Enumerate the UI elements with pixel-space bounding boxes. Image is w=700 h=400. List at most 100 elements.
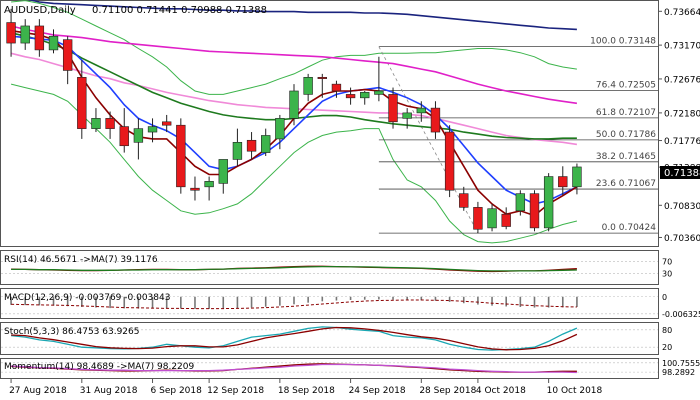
panel-frames <box>0 0 659 379</box>
fib-level-label: 76.4 0.72505 <box>596 81 656 91</box>
candle-body <box>105 118 115 129</box>
candle-body <box>444 131 455 191</box>
candle-body <box>501 213 511 227</box>
indicator-series-line <box>11 265 577 272</box>
candlesticks <box>6 8 582 234</box>
candle-body <box>459 193 469 208</box>
price-tick-label: 0.71776 <box>664 137 700 147</box>
candle-body <box>487 208 497 229</box>
y-tick-label: 70 <box>662 257 672 266</box>
candle-body <box>543 176 554 229</box>
candle-body <box>374 90 384 95</box>
candle-body <box>303 76 313 95</box>
candle-body <box>275 118 285 140</box>
x-tick-label: 28 Sep 2018 <box>419 386 476 396</box>
y-tick-label: -0.006325 <box>662 310 700 319</box>
candle-body <box>48 35 59 51</box>
y-tick-label: 100.7555 <box>662 359 700 368</box>
fib-level-label: 0.0 0.70424 <box>602 223 657 233</box>
fib-level-label: 50.0 0.71786 <box>596 130 656 140</box>
indicator-series-line <box>11 326 578 351</box>
candle-body <box>473 207 483 230</box>
chart-title: AUDUSD,Daily <box>4 5 76 16</box>
price-tick-label: 0.73664 <box>664 8 700 18</box>
ohlc-readout: 0.71100 0.71441 0.70988 0.71388 <box>92 5 267 16</box>
candle-body <box>119 126 129 147</box>
fibonacci-levels: 100.0 0.73148 76.4 0.72505 61.8 0.72107 50.… <box>378 37 658 234</box>
price-tick-label: 0.72180 <box>664 109 700 119</box>
macd-signal-line <box>11 299 577 310</box>
fib-level-label: 38.2 0.71465 <box>596 152 656 162</box>
macd-panel: 0 -0.006325 <box>1 293 700 319</box>
candle-body <box>161 121 172 126</box>
candle-body <box>529 193 540 229</box>
candle-body <box>416 107 427 114</box>
rsi-title: RSI(14) 46.5671 ->MA(7) 39.1176 <box>4 255 158 265</box>
candle-body <box>77 76 87 129</box>
indicator-series-line <box>11 326 578 351</box>
candle-body <box>176 124 186 188</box>
candle-body <box>246 139 257 152</box>
x-tick-label: 24 Sep 2018 <box>349 386 406 396</box>
current-price-tag <box>660 166 700 179</box>
candle-body <box>430 107 441 133</box>
x-tick-label: 31 Aug 2018 <box>80 386 138 396</box>
price-tick-label: 0.70830 <box>664 202 700 212</box>
candle-body <box>572 166 582 188</box>
candle-body <box>388 94 398 123</box>
candle-body <box>91 118 101 129</box>
fib-level-label: 23.6 0.71067 <box>596 179 656 189</box>
candle-body <box>360 92 370 99</box>
y-tick-label: 20 <box>662 343 672 352</box>
fib-level-label: 100.0 0.73148 <box>590 37 656 47</box>
candle-body <box>6 22 16 44</box>
candle-body <box>261 135 271 153</box>
y-tick-label: 0 <box>662 293 667 302</box>
candle-body <box>204 181 214 188</box>
moving-average-line <box>11 35 578 205</box>
candle-body <box>147 126 158 133</box>
candle-body <box>34 25 45 51</box>
x-tick-label: 12 Sep 2018 <box>207 386 264 396</box>
moving-average-line <box>10 25 578 105</box>
momentum-panel-frame <box>0 358 659 379</box>
rsi-panel-frame <box>0 250 659 285</box>
stoch-panel-frame <box>0 322 659 355</box>
price-panel-frame <box>0 0 659 247</box>
bollinger-lower-line <box>10 83 578 244</box>
candle-body <box>218 159 228 184</box>
bollinger-bands <box>10 0 578 244</box>
candle-body <box>317 76 327 79</box>
candle-body <box>20 25 30 44</box>
x-axis: 27 Aug 2018 31 Aug 2018 6 Sep 2018 12 Sep 2… <box>9 379 603 396</box>
candle-body <box>133 128 144 143</box>
momentum-title: Momentum(14) 98.4689 ->MA(7) 98.2209 <box>4 362 195 372</box>
candle-body <box>232 142 243 160</box>
candle-body <box>289 90 299 119</box>
x-tick-label: 27 Aug 2018 <box>9 386 67 396</box>
candle-body <box>345 94 356 99</box>
candle-body <box>62 39 73 71</box>
fib-level-label: 61.8 0.72107 <box>596 108 656 118</box>
indicator-series-line <box>11 363 577 374</box>
bollinger-upper-line <box>11 0 577 95</box>
y-tick-label: 30 <box>662 270 672 279</box>
candle-body <box>402 112 412 119</box>
x-tick-label: 4 Oct 2018 <box>476 386 526 396</box>
candle-body <box>558 176 568 188</box>
current-price-label: 0.71388 <box>664 168 700 179</box>
price-tick-label: 0.70360 <box>664 234 700 244</box>
x-tick-label: 6 Sep 2018 <box>151 386 203 396</box>
x-tick-label: 18 Sep 2018 <box>278 386 335 396</box>
macd-panel-frame <box>0 288 659 319</box>
y-tick-label: 80 <box>662 326 672 335</box>
moving-average-line <box>27 0 577 31</box>
x-tick-label: 10 Oct 2018 <box>547 386 603 396</box>
price-tick-label: 0.72676 <box>664 75 700 85</box>
y-tick-label: 98.2892 <box>662 368 695 377</box>
candle-body <box>190 187 200 191</box>
price-tick-label: 0.73170 <box>664 42 700 52</box>
